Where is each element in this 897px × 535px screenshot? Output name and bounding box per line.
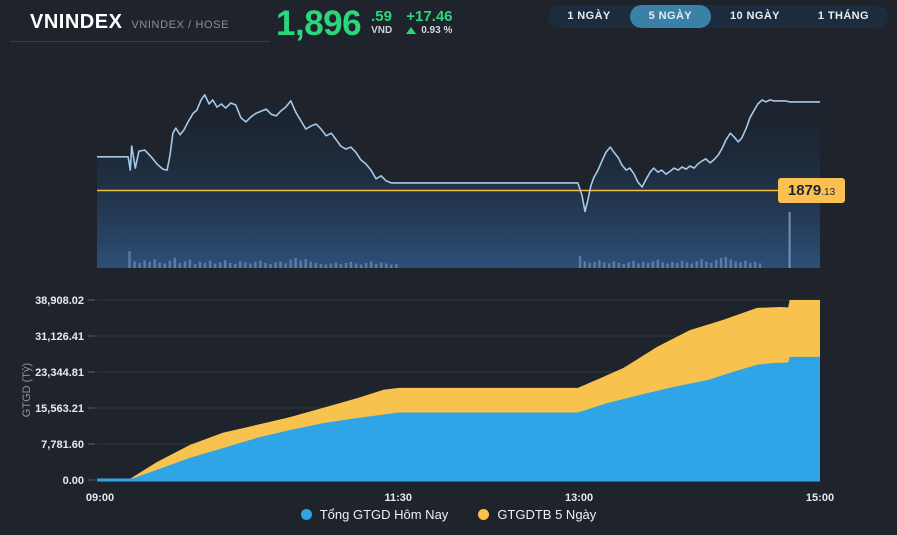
tab-1-tháng[interactable]: 1 THÁNG bbox=[817, 10, 869, 22]
legend-item-0[interactable]: Tổng GTGD Hôm Nay bbox=[300, 507, 449, 522]
period-tabs: 1 NGÀY 5 NGÀY 10 NGÀY 1 THÁNG bbox=[548, 5, 888, 28]
legend-label: GTGDTB 5 Ngày bbox=[497, 507, 597, 522]
y-tick-label: 38,908.02 bbox=[35, 295, 84, 307]
legend-dot-icon bbox=[300, 509, 312, 520]
price-integer: 1,896 bbox=[276, 4, 362, 43]
change-percent: 0.93 % bbox=[421, 25, 453, 36]
page-title: VNINDEX bbox=[30, 11, 123, 33]
x-tick-label: 15:00 bbox=[806, 492, 834, 504]
price-decimal-block: .59 VND bbox=[371, 6, 392, 37]
y-tick-label: 0.00 bbox=[63, 475, 84, 487]
price-block: 1,896 .59 VND +17.46 0.93 % bbox=[276, 6, 453, 42]
legend-dot-icon bbox=[478, 509, 490, 520]
index-line-chart[interactable] bbox=[97, 63, 820, 268]
legend-label: Tổng GTGD Hôm Nay bbox=[319, 507, 449, 522]
y-tick-label: 15,563.21 bbox=[35, 403, 84, 415]
area-series-0 bbox=[97, 356, 820, 480]
reference-price-main: 1879 bbox=[787, 182, 822, 199]
change-value: +17.46 bbox=[406, 8, 453, 25]
reference-price-decimal: .13 bbox=[821, 186, 836, 198]
tab-10-ngày[interactable]: 10 NGÀY bbox=[730, 10, 780, 22]
header: VNINDEX VNINDEX / HOSE bbox=[30, 11, 229, 34]
volume-bars bbox=[128, 212, 791, 268]
x-tick-label: 13:00 bbox=[565, 492, 593, 504]
symbol-exchange-label: VNINDEX / HOSE bbox=[131, 19, 230, 31]
x-tick-label: 09:00 bbox=[86, 492, 114, 504]
up-arrow-icon bbox=[406, 27, 417, 34]
turnover-area-chart[interactable]: 38,908.02 31,126.41 23,344.81 15,563.21 7,78… bbox=[0, 292, 897, 507]
index-area-fill bbox=[97, 94, 820, 268]
reference-price-badge: 1879 .13 bbox=[778, 178, 845, 203]
y-tick-label: 7,781.60 bbox=[41, 439, 84, 451]
y-tick-label: 31,126.41 bbox=[35, 331, 84, 343]
header-divider bbox=[10, 41, 270, 42]
change-block: +17.46 0.93 % bbox=[406, 6, 453, 37]
tab-1-ngày[interactable]: 1 NGÀY bbox=[567, 10, 611, 22]
x-tick-label: 11:30 bbox=[385, 492, 413, 504]
index-line bbox=[97, 94, 820, 213]
x-axis: 09:00 11:30 13:00 15:00 bbox=[86, 492, 834, 504]
chart-legend: Tổng GTGD Hôm Nay GTGDTB 5 Ngày bbox=[0, 507, 897, 522]
tab-5-ngày[interactable]: 5 NGÀY bbox=[629, 5, 712, 28]
y-tick-label: 23,344.81 bbox=[35, 367, 84, 379]
y-axis-title: GTGD (Tỷ) bbox=[21, 363, 33, 417]
price-decimal: .59 bbox=[371, 8, 392, 25]
currency-label: VND bbox=[371, 25, 393, 36]
legend-item-1[interactable]: GTGDTB 5 Ngày bbox=[478, 507, 596, 522]
